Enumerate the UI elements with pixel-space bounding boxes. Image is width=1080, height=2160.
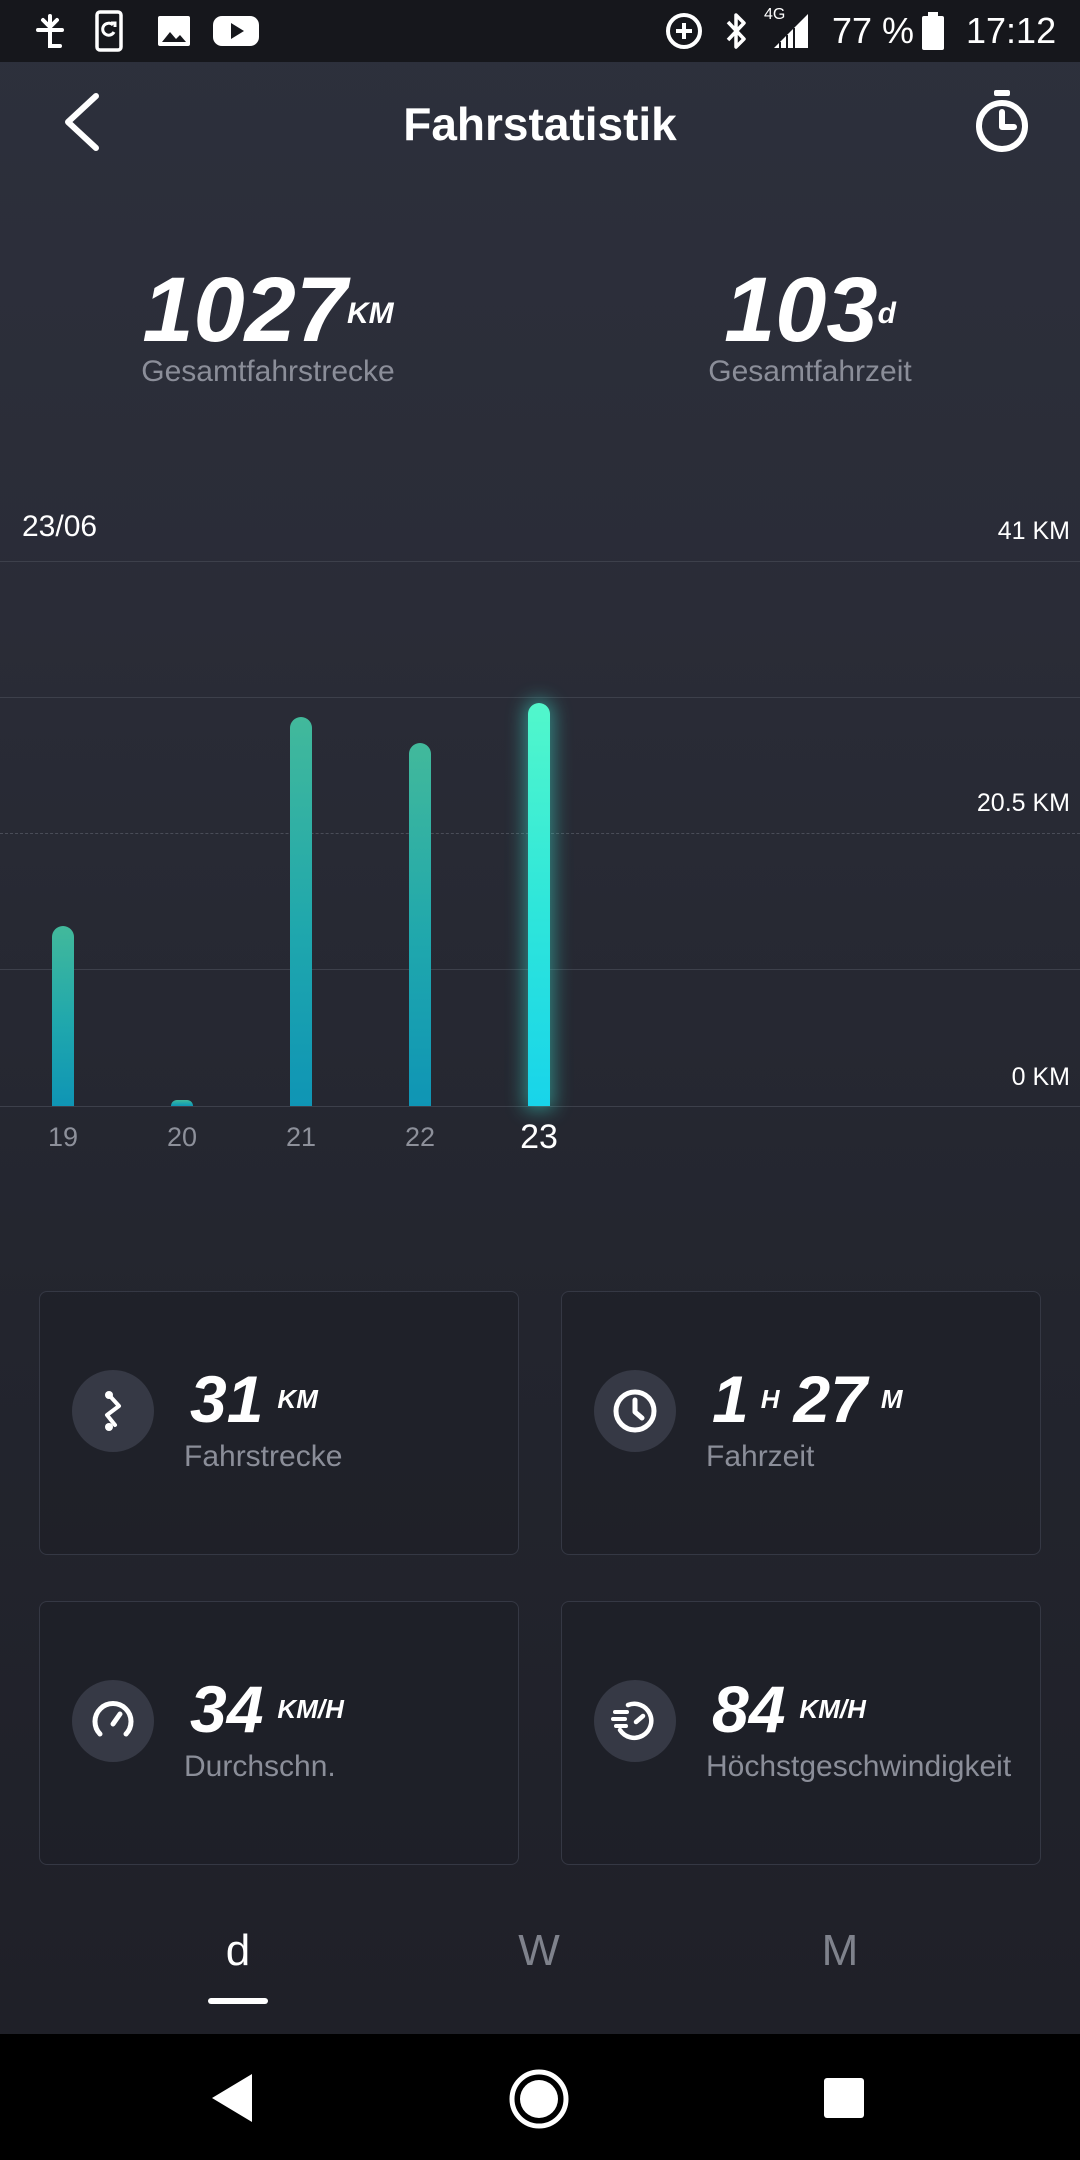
stopwatch-icon[interactable] <box>972 88 1032 156</box>
youtube-icon <box>213 16 259 46</box>
tab-day-indicator <box>208 1998 268 2004</box>
total-distance: 1027KM Gesamtfahrstrecke <box>108 262 428 390</box>
signal-4g-icon <box>774 14 808 48</box>
stat-max-speed-unit: KM/H <box>799 1694 866 1724</box>
stat-max-speed-label: Höchstgeschwindigkeit <box>706 1750 1012 1783</box>
x-tick-21: 21 <box>285 1122 317 1152</box>
back-chevron-icon[interactable] <box>58 90 108 154</box>
route-icon <box>72 1370 154 1452</box>
nav-back-icon[interactable] <box>208 2072 258 2124</box>
stat-average-speed-unit: KM/H <box>277 1694 344 1724</box>
chart-bar-22[interactable] <box>409 742 431 1106</box>
network-type-label: 4G <box>764 6 786 23</box>
stat-average-speed-label: Durchschn. <box>184 1750 336 1783</box>
stat-time-hours-unit: H <box>760 1384 780 1414</box>
chart-selected-date: 23/06 <box>22 510 98 543</box>
gridline-top <box>0 561 1080 562</box>
total-time-value: 103d <box>680 262 940 358</box>
max-speed-icon <box>594 1680 676 1762</box>
status-bar: 4G 77 % 17:12 <box>0 0 1080 62</box>
chart-bar-20[interactable] <box>171 1100 193 1106</box>
x-tick-22: 22 <box>404 1122 436 1152</box>
total-time-unit: d <box>877 297 896 330</box>
y-tick-max: 41 KM <box>997 517 1070 545</box>
system-nav-bar <box>0 2034 1080 2160</box>
stat-max-speed-number: 84 <box>712 1672 786 1746</box>
stat-time-label: Fahrzeit <box>706 1440 815 1473</box>
tab-month[interactable]: M <box>821 1926 859 1975</box>
chart-bar-19[interactable] <box>52 926 74 1106</box>
chart-bar-21[interactable] <box>290 716 312 1106</box>
phone-sync-icon <box>95 10 123 52</box>
total-time-number: 103 <box>724 259 878 361</box>
stat-time-minutes: 27 <box>793 1362 867 1436</box>
stat-distance-label: Fahrstrecke <box>184 1440 343 1473</box>
data-saver-icon <box>666 13 702 49</box>
stat-distance-number: 31 <box>190 1362 264 1436</box>
battery-icon <box>922 12 944 50</box>
total-distance-label: Gesamtfahrstrecke <box>141 355 395 388</box>
clock-icon <box>594 1370 676 1452</box>
x-tick-20: 20 <box>166 1122 198 1152</box>
sparkle-notification-icon <box>36 14 64 48</box>
total-time: 103d Gesamtfahrzeit <box>680 262 940 390</box>
stat-time-value: 1 H 27 M <box>712 1364 903 1434</box>
gridline-baseline <box>0 1106 1080 1107</box>
bluetooth-icon <box>726 13 746 49</box>
stat-max-speed-value: 84 KM/H <box>712 1674 866 1744</box>
y-tick-zero: 0 KM <box>1011 1063 1070 1091</box>
x-tick-23: 23 <box>520 1118 558 1156</box>
gridline-2 <box>0 697 1080 698</box>
stat-card-distance: 31 KM Fahrstrecke <box>39 1291 519 1555</box>
stat-card-time: 1 H 27 M Fahrzeit <box>561 1291 1041 1555</box>
total-distance-number: 1027 <box>142 259 347 361</box>
stat-distance-value: 31 KM <box>190 1364 318 1434</box>
nav-recents-icon[interactable] <box>822 2076 866 2120</box>
stat-card-average-speed: 34 KM/H Durchschn. <box>39 1601 519 1865</box>
total-time-label: Gesamtfahrzeit <box>708 355 912 388</box>
stat-average-speed-value: 34 KM/H <box>190 1674 344 1744</box>
page-title: Fahrstatistik <box>403 98 677 150</box>
speedometer-icon <box>72 1680 154 1762</box>
stat-card-max-speed: 84 KM/H Höchstgeschwindigkeit <box>561 1601 1041 1865</box>
x-tick-19: 19 <box>47 1122 79 1152</box>
status-time: 17:12 <box>966 10 1057 51</box>
stat-time-minutes-unit: M <box>880 1384 903 1414</box>
tab-day[interactable]: d <box>225 1926 251 1975</box>
total-distance-value: 1027KM <box>108 262 428 358</box>
stat-time-hours: 1 <box>712 1362 749 1436</box>
tab-week[interactable]: W <box>518 1926 560 1975</box>
stat-average-speed-number: 34 <box>190 1672 264 1746</box>
y-tick-mid: 20.5 KM <box>976 789 1070 817</box>
chart-bar-23[interactable] <box>528 702 550 1106</box>
total-distance-unit: KM <box>347 297 394 330</box>
stat-distance-unit: KM <box>277 1384 318 1414</box>
nav-home-icon[interactable] <box>508 2068 570 2130</box>
gallery-icon <box>158 16 190 46</box>
battery-percent: 77 % <box>832 10 915 51</box>
